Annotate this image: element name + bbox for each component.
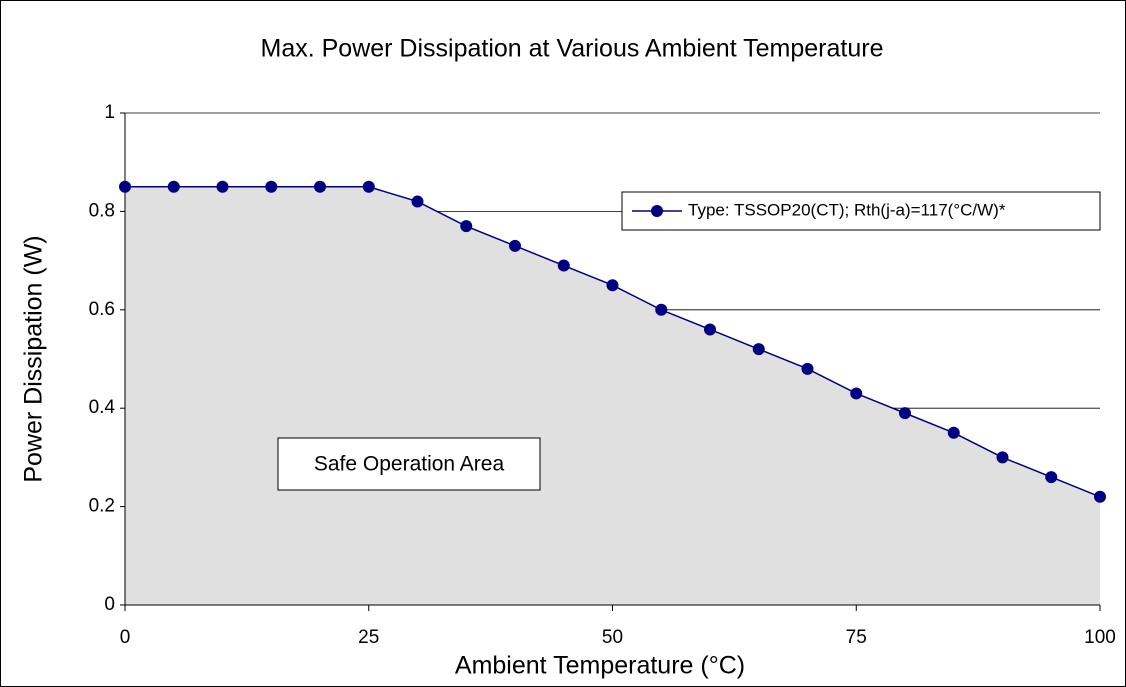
chart-title: Max. Power Dissipation at Various Ambien… (261, 35, 884, 63)
data-point (996, 451, 1009, 464)
data-point (850, 387, 863, 400)
legend-marker (651, 205, 663, 217)
data-point (167, 180, 180, 193)
y-tick-label: 0.2 (89, 496, 115, 517)
data-point (947, 426, 960, 439)
data-point (509, 239, 521, 252)
data-point (704, 323, 716, 336)
data-point (655, 303, 668, 316)
annotation-box (277, 437, 541, 491)
data-point (119, 180, 131, 193)
y-tick-label: 0.6 (89, 299, 115, 320)
data-point (557, 259, 570, 272)
safe-area (125, 186, 1100, 606)
y-tick-label: 0 (104, 594, 115, 615)
data-point (362, 180, 375, 193)
data-point (460, 220, 473, 233)
data-point (265, 180, 278, 193)
data-point (801, 362, 814, 375)
x-tick-label: 50 (602, 627, 623, 648)
data-point (899, 407, 911, 420)
x-tick-label: 25 (358, 627, 379, 648)
x-tick-label: 75 (846, 627, 867, 648)
y-tick-label: 0.4 (89, 397, 116, 418)
data-point (314, 180, 326, 193)
y-tick-label: 0.8 (89, 200, 115, 221)
annotation: Safe Operation Area (314, 453, 505, 476)
y-axis-label: Power Dissipation (W) (20, 235, 48, 482)
y-tick-label: 1 (104, 102, 115, 123)
data-point (1045, 471, 1058, 484)
x-tick-label: 0 (120, 627, 131, 648)
x-axis-label: Ambient Temperature (°C) (455, 652, 745, 680)
data-point (411, 195, 424, 208)
legend-box (621, 191, 1101, 231)
x-tick-label: 100 (1084, 627, 1116, 648)
data-point (606, 279, 619, 292)
data-point (216, 180, 229, 193)
data-point (752, 343, 765, 356)
legend-label: Type: TSSOP20(CT); Rth(j-a)=117(°C/W)* (688, 200, 1006, 219)
data-point (1094, 490, 1106, 503)
